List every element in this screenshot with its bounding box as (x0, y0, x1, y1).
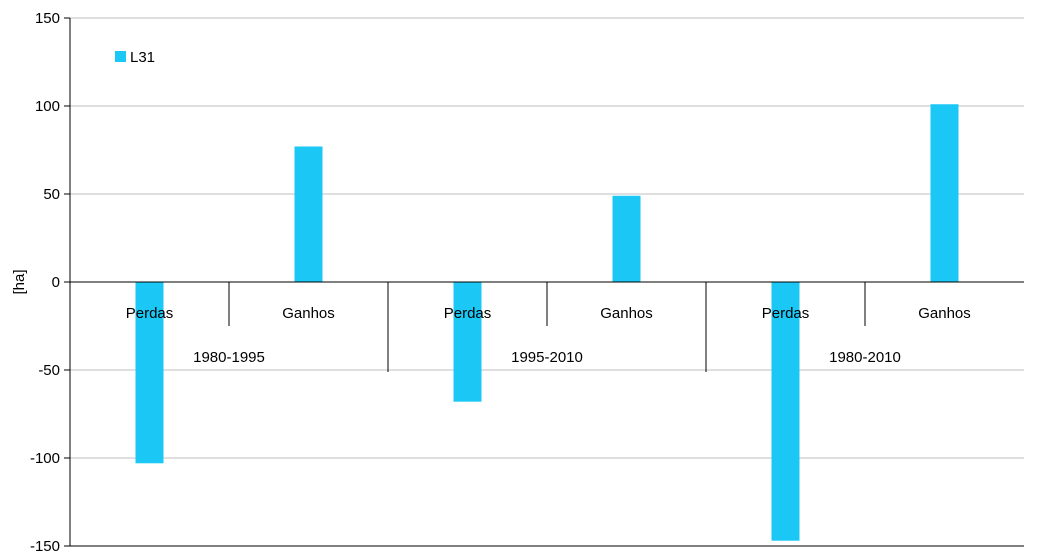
category-label: Perdas (126, 305, 174, 322)
category-label: Perdas (444, 305, 492, 322)
y-axis-label: [ha] (11, 269, 28, 294)
group-label: 1980-1995 (193, 349, 265, 366)
group-labels: 1980-1995 1995-2010 1980-2010 (193, 349, 901, 366)
bars (135, 104, 959, 541)
y-tick-label: -100 (30, 450, 60, 467)
bar (294, 146, 323, 282)
bar (771, 282, 800, 541)
y-tick-label: -50 (38, 362, 60, 379)
bar (135, 282, 164, 464)
y-tick-label: 0 (52, 274, 60, 291)
legend-label: L31 (130, 49, 155, 66)
axes (64, 17, 1024, 547)
category-label: Ganhos (600, 305, 653, 322)
bar (612, 195, 641, 282)
group-label: 1995-2010 (511, 349, 583, 366)
y-tick-label: 50 (43, 186, 60, 203)
bar (453, 282, 482, 402)
category-label: Perdas (762, 305, 810, 322)
y-tick-label: 150 (35, 10, 60, 27)
y-tick-labels: 150 100 50 0 -50 -100 -150 (30, 10, 60, 554)
y-tick-label: -150 (30, 538, 60, 554)
legend-swatch (115, 51, 126, 62)
category-label: Ganhos (282, 305, 335, 322)
category-labels: Perdas Ganhos Perdas Ganhos Perdas Ganhos (126, 305, 971, 322)
bar (930, 104, 959, 283)
legend: L31 (115, 49, 155, 66)
group-label: 1980-2010 (829, 349, 901, 366)
category-label: Ganhos (918, 305, 971, 322)
y-tick-label: 100 (35, 98, 60, 115)
